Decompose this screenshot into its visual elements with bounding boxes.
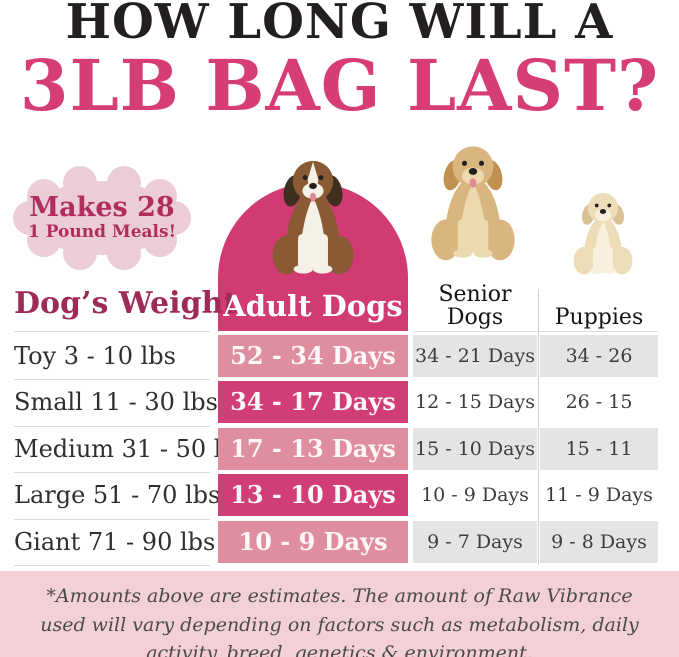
disclaimer-banner: *Amounts above are estimates. The amount…: [0, 571, 679, 657]
column-divider: [538, 289, 539, 565]
badge-line1: Makes 28: [29, 191, 175, 223]
badge-line2: 1 Pound Meals!: [27, 221, 177, 242]
header-divider-left: [14, 331, 210, 332]
puppies-column-header: Puppies: [554, 305, 644, 331]
badge-text: Makes 28 1 Pound Meals!: [10, 166, 194, 270]
beagle-dog-icon: [260, 153, 366, 285]
senior-days-cell: 9 - 7 Days: [413, 521, 537, 563]
senior-days-cell: 15 - 10 Days: [413, 428, 537, 470]
adult-days-cell: 52 - 34 Days: [218, 335, 408, 377]
puppies-days-cell: 11 - 9 Days: [540, 474, 658, 516]
adult-days-cell: 17 - 13 Days: [218, 428, 408, 470]
adult-days-cell: 10 - 9 Days: [218, 521, 408, 563]
row-divider: [14, 565, 210, 566]
senior-days-cell: 12 - 15 Days: [413, 381, 537, 423]
adult-dogs-column-header: Adult Dogs: [223, 289, 403, 323]
title-line1: HOW LONG WILL A: [65, 0, 614, 50]
meals-badge: Makes 28 1 Pound Meals!: [10, 166, 194, 270]
puppies-days-cell: 9 - 8 Days: [540, 521, 658, 563]
title-line2: 3LB BAG LAST?: [19, 44, 660, 127]
adult-days-cell: 34 - 17 Days: [218, 381, 408, 423]
weight-label: Small 11 - 30 lbs: [14, 388, 218, 416]
weight-column-header: Dog’s Weight: [14, 286, 238, 321]
puppies-days-cell: 34 - 26 Days: [540, 335, 658, 409]
senior-dogs-column-header: Senior Dogs: [438, 281, 512, 331]
puppies-days-cell: 15 - 11 Days: [540, 428, 658, 502]
weight-label: Medium 31 - 50 lbs: [14, 435, 250, 463]
disclaimer-text: *Amounts above are estimates. The amount…: [40, 585, 639, 657]
puppy-icon: [563, 188, 643, 282]
golden-retriever-icon: [422, 130, 524, 280]
header-divider-right: [413, 331, 658, 332]
senior-days-cell: 34 - 21 Days: [413, 335, 537, 377]
weight-label: Large 51 - 70 lbs: [14, 481, 221, 509]
row-divider: [14, 519, 210, 520]
senior-days-cell: 10 - 9 Days: [413, 474, 537, 516]
adult-days-cell: 13 - 10 Days: [218, 474, 408, 516]
weight-label: Toy 3 - 10 lbs: [14, 342, 176, 370]
scalloped-seal-icon: [13, 166, 191, 270]
row-divider: [14, 379, 210, 380]
row-divider: [14, 472, 210, 473]
puppies-days-cell: 26 - 15 Days: [540, 381, 658, 455]
weight-label: Giant 71 - 90 lbs: [14, 528, 216, 556]
row-divider: [14, 426, 210, 427]
